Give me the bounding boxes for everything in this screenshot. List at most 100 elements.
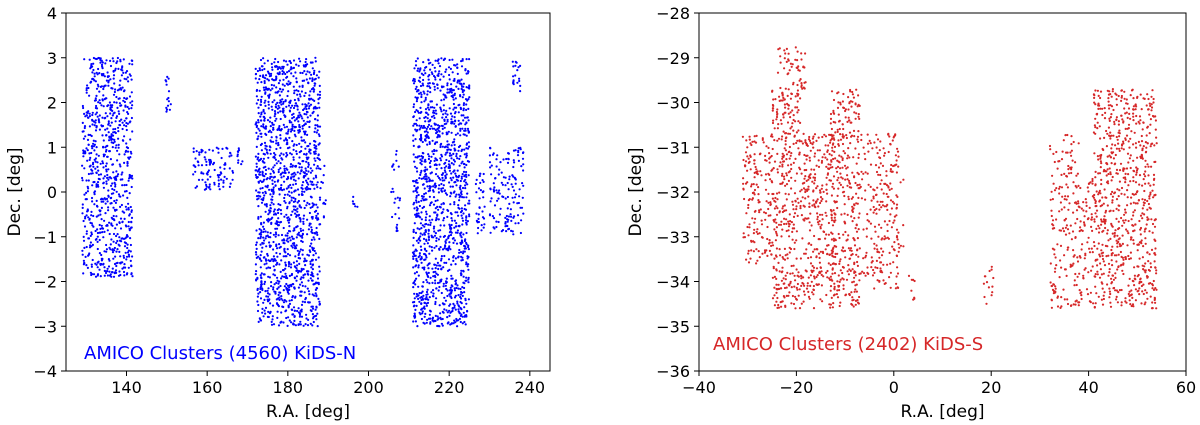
kids-n-point xyxy=(121,86,124,89)
kids-s-point xyxy=(830,133,833,137)
kids-s-point xyxy=(793,247,796,251)
kids-n-point xyxy=(309,103,313,106)
kids-n-point xyxy=(83,262,86,265)
kids-s-point xyxy=(801,281,804,285)
kids-n-point xyxy=(424,258,427,261)
kids-n-point xyxy=(282,100,285,104)
kids-s-point xyxy=(775,115,779,119)
kids-n-point xyxy=(437,126,440,129)
kids-s-point xyxy=(854,103,857,106)
kids-n-point xyxy=(459,195,462,198)
kids-n-point xyxy=(303,153,306,156)
kids-s-point xyxy=(778,47,781,50)
kids-s-point xyxy=(790,65,793,68)
kids-n-point xyxy=(254,77,257,80)
kids-n-point xyxy=(314,308,317,311)
kids-n-point xyxy=(279,137,282,140)
kids-n-point xyxy=(521,182,524,185)
kids-n-point xyxy=(283,285,286,288)
kids-n-point xyxy=(264,104,267,107)
kids-s-point xyxy=(771,135,774,138)
kids-n-point xyxy=(291,123,294,126)
kids-n-point xyxy=(460,273,463,276)
kids-n-point xyxy=(112,257,115,260)
kids-n-point xyxy=(284,234,287,237)
kids-s-point xyxy=(806,284,809,287)
kids-s-point xyxy=(810,168,813,171)
kids-n-point xyxy=(468,215,471,218)
kids-n-point xyxy=(303,190,306,193)
kids-s-point xyxy=(780,279,784,282)
kids-n-point xyxy=(285,309,288,312)
kids-n-point xyxy=(257,121,260,124)
kids-s-point xyxy=(787,294,790,297)
kids-s-point xyxy=(791,200,794,203)
kids-n-point xyxy=(275,298,278,301)
kids-n-point xyxy=(453,122,456,125)
kids-n-point xyxy=(456,63,459,66)
kids-s-point xyxy=(815,267,819,270)
kids-s-point xyxy=(795,172,799,175)
kids-n-point xyxy=(308,125,311,129)
kids-n-point xyxy=(89,133,92,137)
kids-n-point xyxy=(298,313,302,316)
kids-n-point xyxy=(289,101,292,104)
kids-n-point xyxy=(461,286,464,289)
kids-n-point xyxy=(293,119,296,122)
kids-n-point xyxy=(308,301,311,304)
kids-s-point xyxy=(851,253,854,256)
kids-n-point xyxy=(192,173,195,176)
kids-s-point xyxy=(747,203,750,207)
kids-s-point xyxy=(782,277,785,280)
kids-n-point xyxy=(437,72,440,75)
kids-n-point xyxy=(98,72,101,75)
kids-n-point xyxy=(311,268,314,271)
kids-n-point xyxy=(317,76,320,79)
kids-n-point xyxy=(260,223,263,226)
kids-s-point xyxy=(820,223,823,226)
kids-n-point xyxy=(87,133,90,136)
kids-n-point xyxy=(277,144,280,147)
kids-n-point xyxy=(83,193,86,196)
kids-n-point xyxy=(231,169,234,173)
kids-n-point xyxy=(297,129,300,132)
kids-n-point xyxy=(272,166,275,169)
kids-n-point xyxy=(416,57,419,60)
kids-n-point xyxy=(457,111,460,114)
kids-s-point xyxy=(792,208,795,211)
kids-s-point xyxy=(833,150,836,153)
kids-s-point xyxy=(820,199,823,203)
kids-s-point xyxy=(805,179,808,182)
kids-n-point xyxy=(94,113,97,116)
kids-n-point xyxy=(446,113,449,116)
kids-n-point xyxy=(112,192,115,195)
kids-n-point xyxy=(124,71,127,74)
kids-n-point xyxy=(412,82,416,85)
kids-n-point xyxy=(511,60,514,63)
kids-n-point xyxy=(302,217,305,220)
kids-n-point xyxy=(94,160,97,163)
kids-n-point xyxy=(310,266,313,269)
kids-n-point xyxy=(289,183,292,187)
kids-n-point xyxy=(303,206,306,210)
kids-n-point xyxy=(260,149,263,152)
kids-n-point xyxy=(453,94,456,97)
kids-n-point xyxy=(437,317,440,320)
kids-s-point xyxy=(759,170,762,173)
kids-n-point xyxy=(281,98,284,101)
kids-n-point xyxy=(418,237,421,240)
kids-s-point xyxy=(802,132,805,135)
kids-n-point xyxy=(268,95,271,98)
kids-n-point xyxy=(277,293,280,297)
kids-n-point xyxy=(424,172,427,176)
kids-n-point xyxy=(289,130,293,133)
kids-n-point xyxy=(309,187,312,191)
kids-n-point xyxy=(280,103,283,106)
kids-n-point xyxy=(300,310,303,313)
kids-n-point xyxy=(445,131,448,134)
kids-s-point xyxy=(822,230,825,233)
kids-s-point xyxy=(803,181,806,184)
kids-s-point xyxy=(745,258,748,261)
kids-n-point xyxy=(454,283,457,286)
